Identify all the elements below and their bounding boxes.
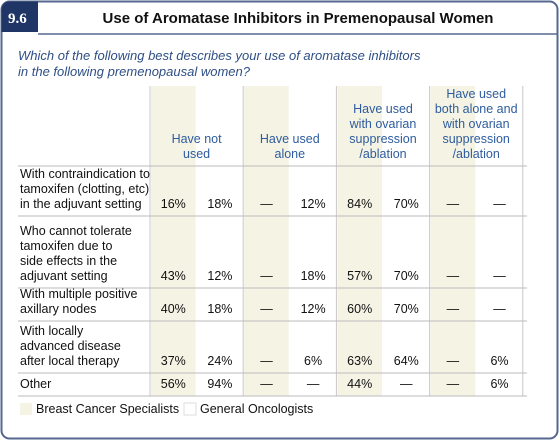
- row-label: Who cannot tolerate: [20, 224, 132, 238]
- column-header: Have used: [446, 87, 506, 101]
- cell: —: [307, 377, 320, 391]
- question: Which of the following best describes yo…: [18, 48, 421, 63]
- row-label: tamoxifen (clotting, etc): [20, 182, 149, 196]
- row-label: tamoxifen due to: [20, 239, 112, 253]
- cell: 12%: [207, 269, 232, 283]
- specialist-column: [244, 86, 289, 396]
- legend-swatch: [183, 402, 197, 416]
- question: in the following premenopausal women?: [18, 64, 251, 79]
- row-label: With locally: [20, 324, 84, 338]
- cell: 6%: [490, 354, 508, 368]
- cell: —: [447, 377, 460, 391]
- column-header: Have not: [172, 132, 223, 146]
- cell: 84%: [347, 197, 372, 211]
- row-label: after local therapy: [20, 354, 120, 368]
- cell: 24%: [207, 354, 232, 368]
- cell: —: [447, 302, 460, 316]
- cell: —: [447, 197, 460, 211]
- cell: 60%: [347, 302, 372, 316]
- cell: 64%: [394, 354, 419, 368]
- column-header: suppression: [442, 132, 509, 146]
- legend-label: General Oncologists: [200, 402, 313, 416]
- row-label: axillary nodes: [20, 302, 96, 316]
- cell: 70%: [394, 197, 419, 211]
- cell: 63%: [347, 354, 372, 368]
- cell: 43%: [161, 269, 186, 283]
- column-header: /ablation: [359, 147, 406, 161]
- cell: 12%: [301, 302, 326, 316]
- row-label: Other: [20, 377, 51, 391]
- cell: 6%: [304, 354, 322, 368]
- cell: —: [400, 377, 413, 391]
- specialist-column: [151, 86, 196, 396]
- cell: 57%: [347, 269, 372, 283]
- cell: 18%: [207, 302, 232, 316]
- column-header: alone: [275, 147, 306, 161]
- cell: —: [260, 269, 273, 283]
- column-header: both alone and: [435, 102, 518, 116]
- column-header: Have used: [260, 132, 320, 146]
- row-label: With contraindication to: [20, 167, 150, 181]
- column-header: with ovarian: [349, 117, 417, 131]
- cell: —: [493, 197, 506, 211]
- legend-label: Breast Cancer Specialists: [36, 402, 179, 416]
- cell: —: [260, 302, 273, 316]
- cell: —: [260, 354, 273, 368]
- cell: 40%: [161, 302, 186, 316]
- badge: 9.6: [8, 11, 27, 27]
- column-header: suppression: [349, 132, 416, 146]
- cell: —: [493, 302, 506, 316]
- cell: —: [493, 269, 506, 283]
- cell: 56%: [161, 377, 186, 391]
- table: Which of the following best describes yo…: [18, 48, 527, 416]
- row-label: advanced disease: [20, 339, 121, 353]
- cell: 94%: [207, 377, 232, 391]
- cell: 18%: [207, 197, 232, 211]
- cell: —: [260, 377, 273, 391]
- row-label: in the adjuvant setting: [20, 197, 142, 211]
- column-header: with ovarian: [442, 117, 510, 131]
- title: Use of Aromatase Inhibitors in Premenopa…: [103, 10, 494, 27]
- badge-box: [1, 1, 38, 32]
- cell: 37%: [161, 354, 186, 368]
- cell: 18%: [301, 269, 326, 283]
- cell: 12%: [301, 197, 326, 211]
- column-header: used: [183, 147, 210, 161]
- cell: —: [447, 354, 460, 368]
- cell: 70%: [394, 269, 419, 283]
- cell: 70%: [394, 302, 419, 316]
- cell: —: [260, 197, 273, 211]
- row-label: adjuvant setting: [20, 269, 108, 283]
- cell: 44%: [347, 377, 372, 391]
- cell: —: [447, 269, 460, 283]
- cell: 6%: [490, 377, 508, 391]
- row-label: side effects in the: [20, 254, 117, 268]
- column-header: /ablation: [453, 147, 500, 161]
- specialist-column: [337, 86, 382, 396]
- legend-swatch: [20, 403, 32, 415]
- specialist-column: [430, 86, 476, 396]
- column-header: Have used: [353, 102, 413, 116]
- row-label: With multiple positive: [20, 287, 137, 301]
- cell: 16%: [161, 197, 186, 211]
